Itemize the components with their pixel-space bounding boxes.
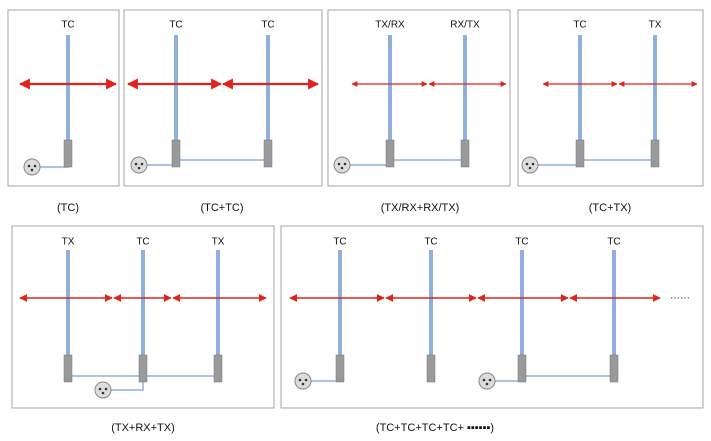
connector	[333, 156, 351, 174]
connector	[478, 372, 496, 390]
probe-head	[575, 139, 585, 168]
probe-rod	[612, 250, 616, 355]
probe-label: TC	[607, 237, 620, 248]
probe-head	[517, 354, 527, 383]
probe-label: TC	[573, 20, 586, 31]
probe-rod	[338, 250, 342, 355]
probe-label: TC	[61, 20, 74, 31]
probe-head	[263, 139, 273, 168]
panel	[517, 9, 704, 187]
probe-label: RX/TX	[450, 20, 480, 31]
caption: (TX/RX+RX/TX)	[381, 202, 460, 214]
probe-rod	[216, 250, 220, 355]
probe-head	[650, 139, 660, 168]
connector-pin	[528, 166, 532, 170]
caption: (TC)	[57, 202, 79, 214]
caption: (TC+TC+TC+TC+ ▪▪▪▪▪▪)	[376, 422, 494, 434]
probe-label: TX	[62, 237, 75, 248]
probe-rod	[66, 250, 70, 355]
connector-pin	[482, 378, 486, 382]
probe-label: TC	[424, 237, 437, 248]
panel	[7, 9, 120, 187]
probe-rod	[174, 35, 178, 140]
connector-pin	[134, 162, 138, 166]
probe-rod	[520, 250, 524, 355]
connector-pin	[301, 382, 305, 386]
connector-pin	[298, 378, 302, 382]
probe-rod	[463, 35, 467, 140]
caption: (TX+RX+TX)	[111, 422, 175, 434]
probe-label: TC	[515, 237, 528, 248]
connector-pin	[531, 162, 535, 166]
probe-head	[460, 139, 470, 168]
panel	[327, 9, 511, 187]
connector-pin	[27, 164, 31, 168]
probe-head	[63, 139, 73, 168]
probe-head	[63, 354, 73, 383]
connector-pin	[488, 378, 492, 382]
connector	[130, 156, 148, 174]
probe-head	[138, 354, 148, 383]
probe-head	[385, 139, 395, 168]
probe-rod	[388, 35, 392, 140]
probe-rod	[141, 250, 145, 355]
probe-label: TC	[333, 237, 346, 248]
probe-rod	[66, 35, 70, 140]
connector-pin	[101, 391, 105, 395]
connector-pin	[304, 378, 308, 382]
panel	[280, 225, 704, 409]
connector-pin	[30, 168, 34, 172]
connector-pin	[525, 162, 529, 166]
connector	[23, 158, 41, 176]
probe-head	[213, 354, 223, 383]
connector-pin	[337, 162, 341, 166]
probe-label: TC	[136, 237, 149, 248]
probe-label: TC	[169, 20, 182, 31]
probe-head	[609, 354, 619, 383]
probe-label: TX/RX	[375, 20, 405, 31]
probe-rod	[429, 250, 433, 355]
probe-rod	[653, 35, 657, 140]
probe-label: TX	[212, 237, 225, 248]
caption: (TC+TC)	[200, 202, 243, 214]
panel	[11, 225, 275, 409]
probe-head	[335, 354, 345, 383]
probe-head	[171, 139, 181, 168]
probe-rod	[266, 35, 270, 140]
probe-label: TX	[649, 20, 662, 31]
connector-pin	[343, 162, 347, 166]
probe-label: TC	[261, 20, 274, 31]
connector	[521, 156, 539, 174]
caption: (TC+TX)	[589, 202, 631, 214]
connector-pin	[137, 166, 141, 170]
panel	[123, 9, 323, 187]
probe-head	[426, 354, 436, 383]
probe-rod	[578, 35, 582, 140]
connector-pin	[340, 166, 344, 170]
connector-pin	[98, 387, 102, 391]
connector-pin	[485, 382, 489, 386]
connector-pin	[140, 162, 144, 166]
continuation: ······	[670, 293, 690, 304]
connector-pin	[104, 387, 108, 391]
connector	[294, 372, 312, 390]
connector	[94, 381, 112, 399]
connector-pin	[33, 164, 37, 168]
